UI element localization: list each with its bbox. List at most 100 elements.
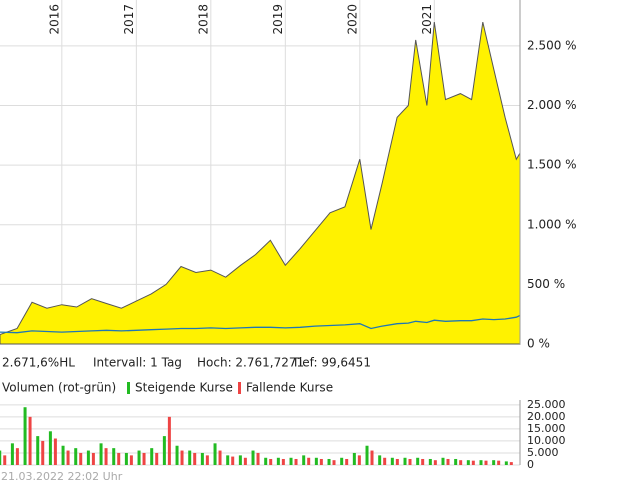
y-tick-label: 0 (527, 458, 534, 471)
bar (479, 460, 483, 465)
bar (61, 445, 65, 465)
bar (441, 457, 445, 465)
bar (459, 460, 463, 465)
bar (124, 452, 128, 465)
bar (428, 458, 432, 465)
bar (74, 448, 78, 465)
bar (345, 458, 349, 465)
bar (314, 457, 318, 465)
bar (294, 458, 298, 465)
bar (112, 448, 116, 465)
bar (340, 457, 344, 465)
bar (327, 458, 331, 465)
y-tick-label: 10.000 (527, 434, 566, 447)
bar (466, 460, 470, 465)
y-tick-label: 2.500 % (527, 38, 577, 52)
bar (99, 443, 103, 465)
bar (484, 460, 488, 465)
y-tick-label: 500 % (527, 277, 565, 291)
legend-label: Fallende Kurse (246, 381, 333, 395)
bar (226, 455, 230, 465)
bar (454, 458, 458, 465)
x-tick-label: 2020 (345, 4, 359, 35)
bar (497, 460, 501, 465)
bar (492, 460, 496, 465)
bar (36, 436, 40, 465)
bar (408, 458, 412, 465)
bar (357, 455, 361, 465)
bar (48, 431, 52, 465)
bar (504, 461, 508, 465)
bar (281, 458, 285, 465)
bar (319, 458, 323, 465)
bar (117, 452, 121, 465)
bar (142, 452, 146, 465)
bar (332, 460, 336, 465)
bar (188, 450, 192, 465)
bar (10, 443, 14, 465)
bar (28, 416, 32, 465)
x-tick-label: 2019 (271, 4, 285, 35)
volume-title: Volumen (rot-grün) (2, 381, 116, 395)
bar (0, 450, 2, 465)
bar (79, 452, 83, 465)
bar (276, 457, 280, 465)
info-low: Tief: 99,6451 (291, 356, 371, 370)
bar (289, 457, 293, 465)
bar (416, 457, 420, 465)
bar (104, 448, 108, 465)
bar (403, 457, 407, 465)
bar (213, 443, 217, 465)
y-tick-label: 2.000 % (527, 98, 577, 112)
bar (15, 448, 19, 465)
y-tick-label: 1.000 % (527, 217, 577, 231)
bar (302, 455, 306, 465)
legend-label: Steigende Kurse (135, 381, 233, 395)
bar (137, 450, 141, 465)
y-tick-label: 20.000 (527, 410, 566, 423)
bar (193, 452, 197, 465)
legend-swatch (127, 382, 130, 394)
bar (378, 455, 382, 465)
bar (129, 455, 133, 465)
x-tick-label: 2021 (420, 4, 434, 35)
bar (180, 450, 184, 465)
bar (155, 452, 159, 465)
bar (421, 458, 425, 465)
bar (395, 458, 399, 465)
bar (509, 462, 513, 465)
bar (23, 407, 27, 465)
bar (175, 445, 179, 465)
bar (446, 458, 450, 465)
bar (251, 450, 255, 465)
bar (53, 438, 57, 465)
bar (162, 436, 166, 465)
bar (433, 460, 437, 465)
bar (231, 456, 235, 465)
bar (352, 452, 356, 465)
bar (66, 450, 70, 465)
bar (205, 455, 209, 465)
bar (150, 448, 154, 465)
bar (3, 455, 7, 465)
y-tick-label: 1.500 % (527, 158, 577, 172)
bar (41, 440, 45, 465)
bar (91, 452, 95, 465)
footer: 21.03.2022 22:02 Uhr (1, 470, 123, 483)
bar (167, 416, 171, 465)
y-tick-label: 15.000 (527, 422, 566, 435)
bar (269, 458, 273, 465)
bar (390, 457, 394, 465)
info-hl: 2.671,6%HL (2, 356, 75, 370)
bar (243, 457, 247, 465)
legend-swatch (238, 382, 241, 394)
bar (383, 457, 387, 465)
x-tick-label: 2016 (47, 4, 61, 35)
bar (264, 457, 268, 465)
bar (86, 450, 90, 465)
x-tick-label: 2017 (122, 4, 136, 35)
area (0, 21, 521, 345)
bar (238, 455, 242, 465)
bar (218, 450, 222, 465)
